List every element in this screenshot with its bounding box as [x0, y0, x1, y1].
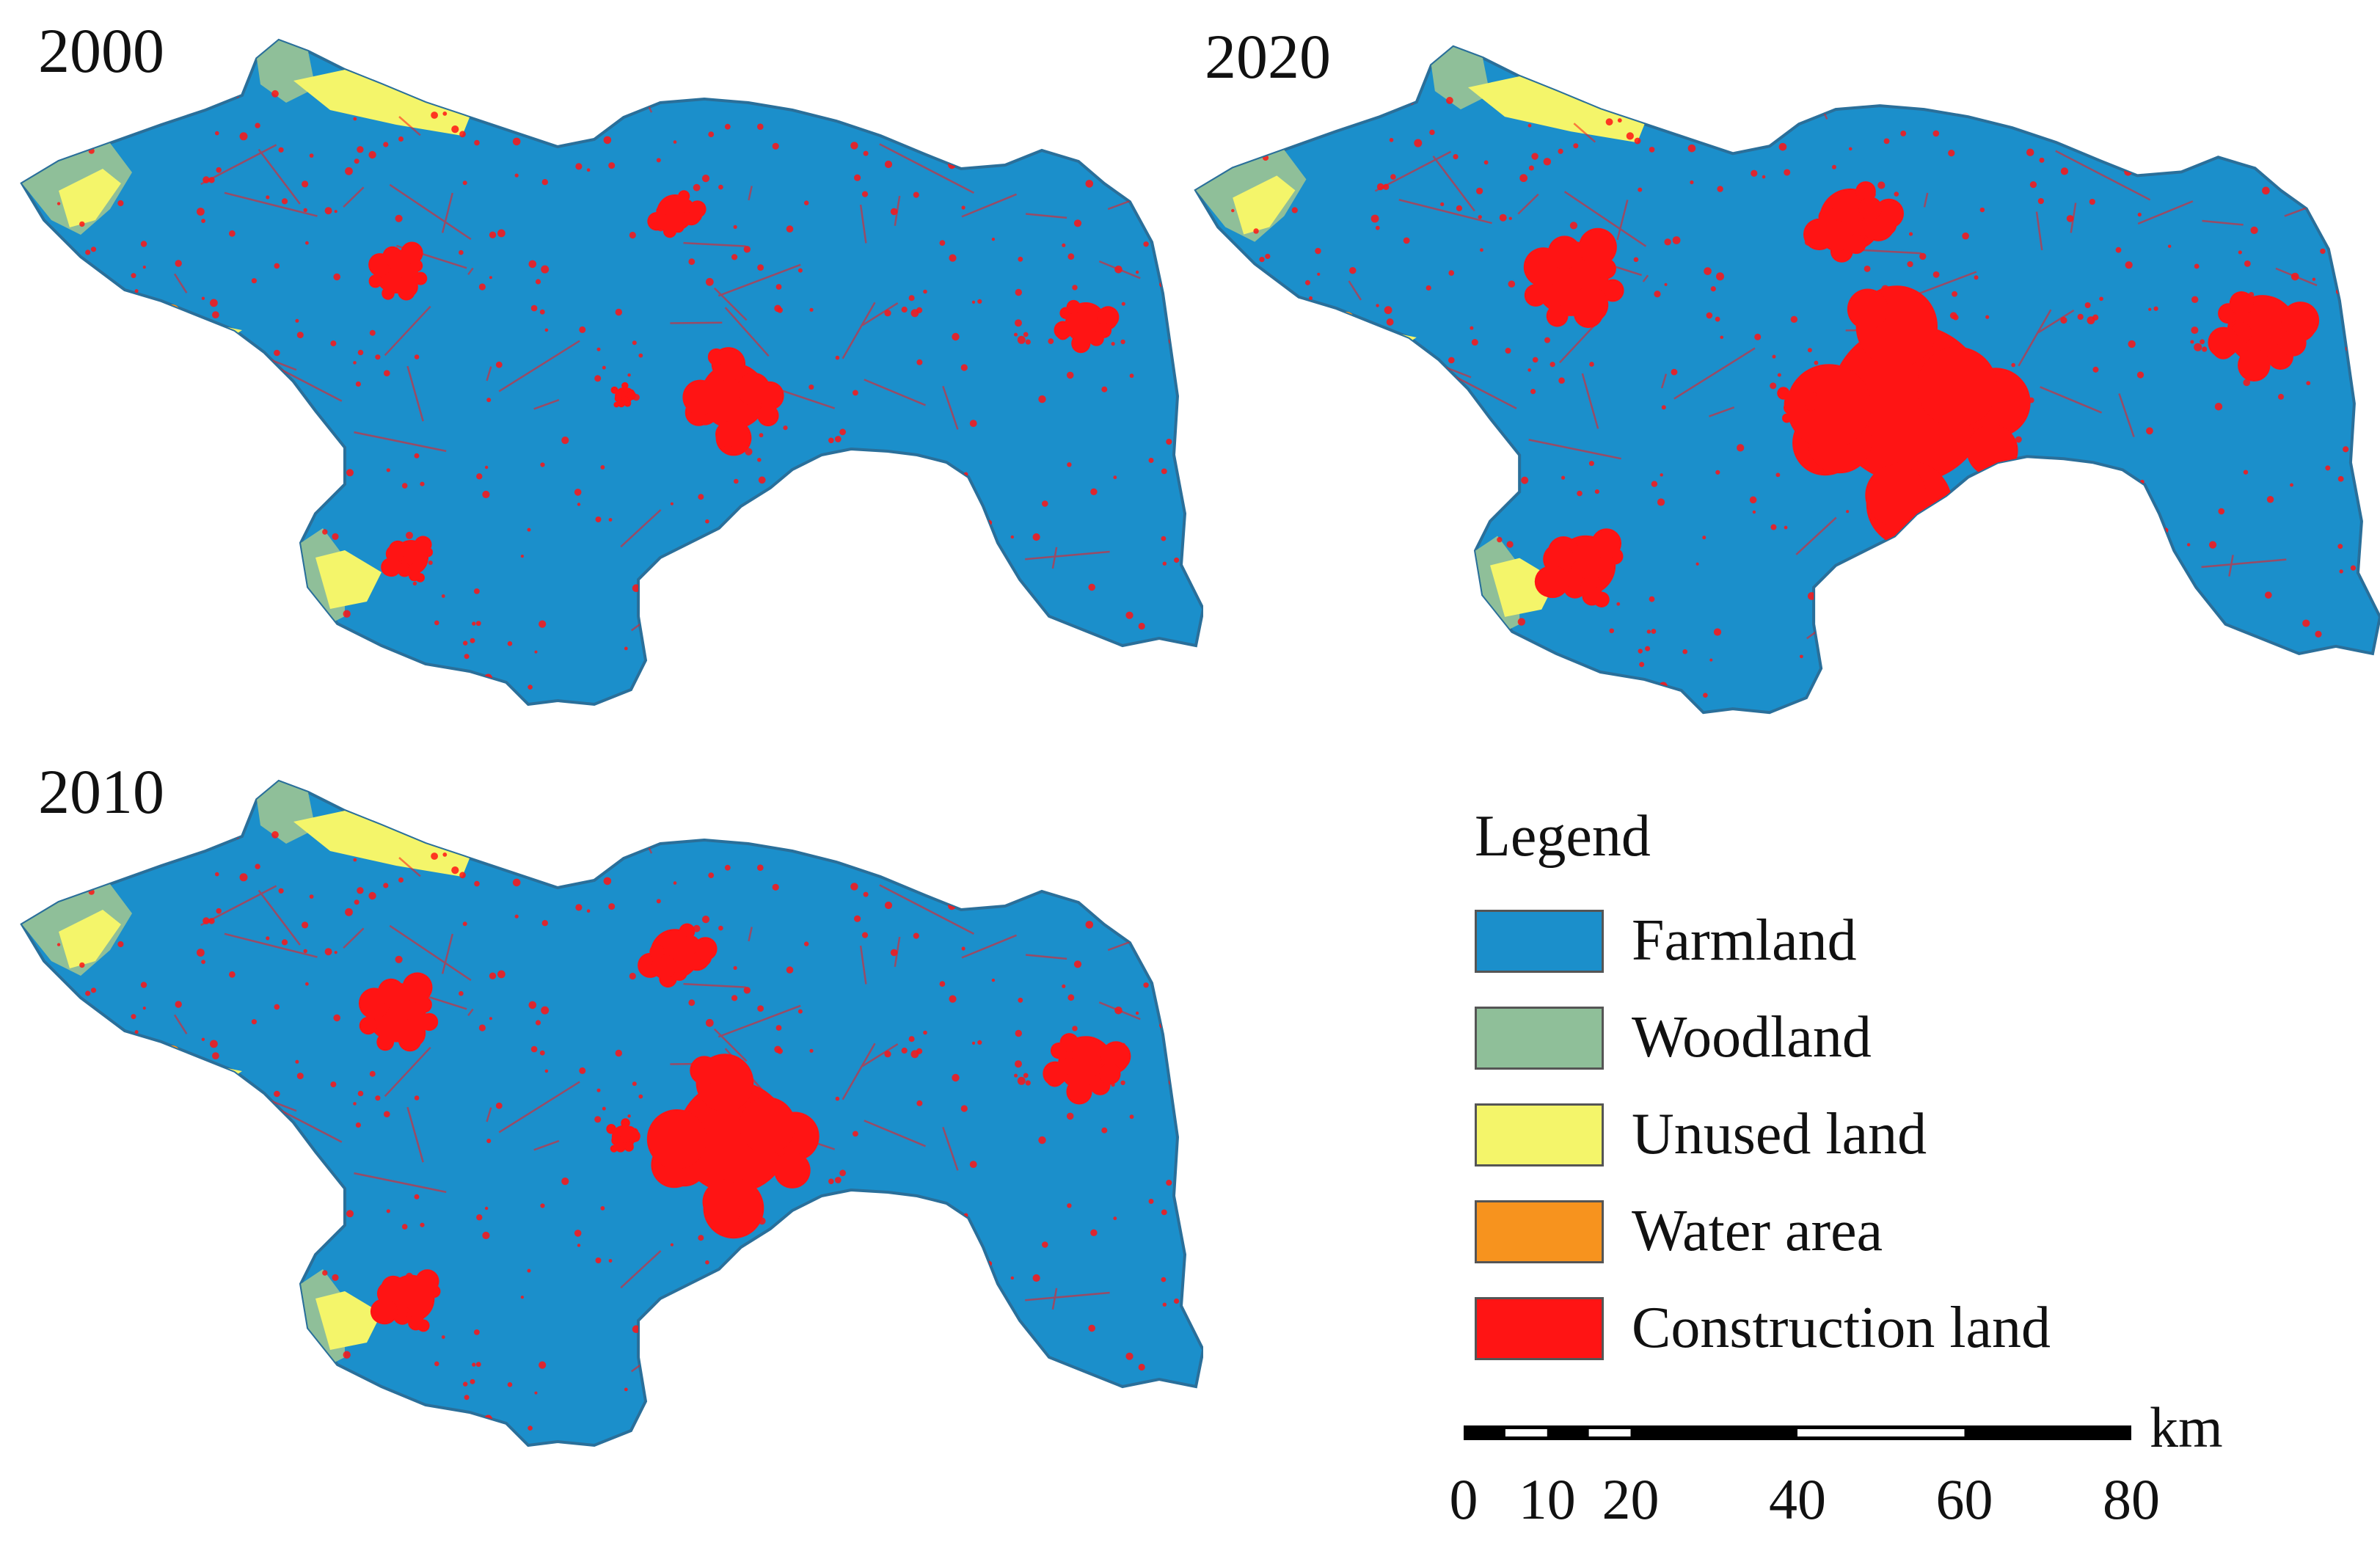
unused-land-patch [59, 910, 121, 968]
construction-land-cluster [682, 347, 784, 456]
legend: Legend Farmland Woodland Unused land Wat… [1460, 807, 2267, 1394]
land-use-map [1194, 45, 2380, 715]
unused-land-patch [315, 550, 382, 609]
scale-tick-label: 20 [1602, 1467, 1660, 1531]
legend-title: Legend [1475, 804, 1651, 869]
scale-bar: km 0 10 20 40 60 80 [1450, 1399, 2278, 1537]
legend-swatch [1475, 1200, 1604, 1263]
unused-land-patch [1233, 175, 1296, 235]
scale-bar-graphic [1464, 1425, 2131, 1440]
construction-land-cluster [606, 1118, 640, 1153]
map-panel-2010: 2010 [0, 741, 1203, 1460]
construction-land-cluster [647, 190, 707, 238]
year-label: 2020 [1205, 21, 1331, 92]
scale-segment [1797, 1429, 1965, 1436]
construction-land-cluster [638, 923, 718, 988]
legend-swatch [1475, 1103, 1604, 1167]
construction-land-cluster [368, 241, 428, 301]
land-cover-layer [1196, 46, 2367, 713]
scale-segment [1588, 1429, 1631, 1436]
legend-swatch [1475, 910, 1604, 973]
unused-land-patch [59, 169, 121, 227]
farmland-area [1194, 45, 2380, 715]
land-cover-layer [22, 40, 1190, 704]
scale-tick-label: 10 [1518, 1467, 1576, 1531]
legend-label: Water area [1632, 1199, 1883, 1263]
scale-unit: km [2150, 1395, 2223, 1459]
unused-land-patch [293, 811, 470, 877]
scale-tick-label: 60 [1935, 1467, 1993, 1531]
construction-land-cluster [2208, 291, 2320, 382]
woodland-patch [257, 781, 315, 844]
construction-land-cluster [1803, 181, 1905, 263]
legend-label: Woodland [1632, 1005, 1872, 1070]
farmland-area [20, 779, 1203, 1447]
legend-item-unused-land: Unused land [1475, 1103, 2282, 1169]
legend-item-farmland: Farmland [1475, 910, 2282, 976]
land-use-map [20, 38, 1203, 707]
woodland-patch [1431, 46, 1491, 110]
legend-item-woodland: Woodland [1475, 1007, 2282, 1073]
scale-tick-label: 80 [2103, 1467, 2160, 1531]
construction-land-cluster [1786, 285, 2031, 547]
construction-land-cluster [358, 972, 439, 1052]
legend-label: Farmland [1632, 908, 1857, 973]
land-cover-layer [22, 781, 1190, 1445]
construction-land-cluster [1054, 299, 1120, 354]
scale-segment [1505, 1429, 1547, 1436]
legend-swatch [1475, 1007, 1604, 1070]
construction-land-cluster [1534, 528, 1624, 607]
year-label: 2000 [38, 15, 164, 86]
unused-land-patch [315, 1291, 382, 1350]
legend-label: Unused land [1632, 1102, 1927, 1167]
construction-land-cluster [1777, 379, 1820, 423]
unused-land-patch [293, 70, 470, 136]
land-use-map [20, 779, 1203, 1447]
map-panel-2020: 2020 [1174, 0, 2380, 734]
legend-item-construction-land: Construction land [1475, 1297, 2282, 1363]
construction-land-cluster [646, 1054, 820, 1239]
construction-land-cluster [1043, 1033, 1131, 1105]
construction-land-cluster [610, 381, 636, 408]
map-panel-2000: 2000 [0, 0, 1203, 719]
scale-tick-label: 0 [1449, 1467, 1478, 1531]
woodland-patch [257, 40, 315, 103]
construction-land-cluster [381, 536, 434, 583]
legend-item-water-area: Water area [1475, 1200, 2282, 1266]
unused-land-patch [1467, 76, 1645, 143]
legend-swatch [1475, 1297, 1604, 1360]
farmland-area [20, 38, 1203, 707]
legend-label: Construction land [1632, 1296, 2051, 1360]
scale-tick-label: 40 [1769, 1467, 1826, 1531]
year-label: 2010 [38, 756, 164, 827]
construction-land-cluster [1523, 227, 1624, 329]
construction-land-cluster [370, 1269, 441, 1332]
